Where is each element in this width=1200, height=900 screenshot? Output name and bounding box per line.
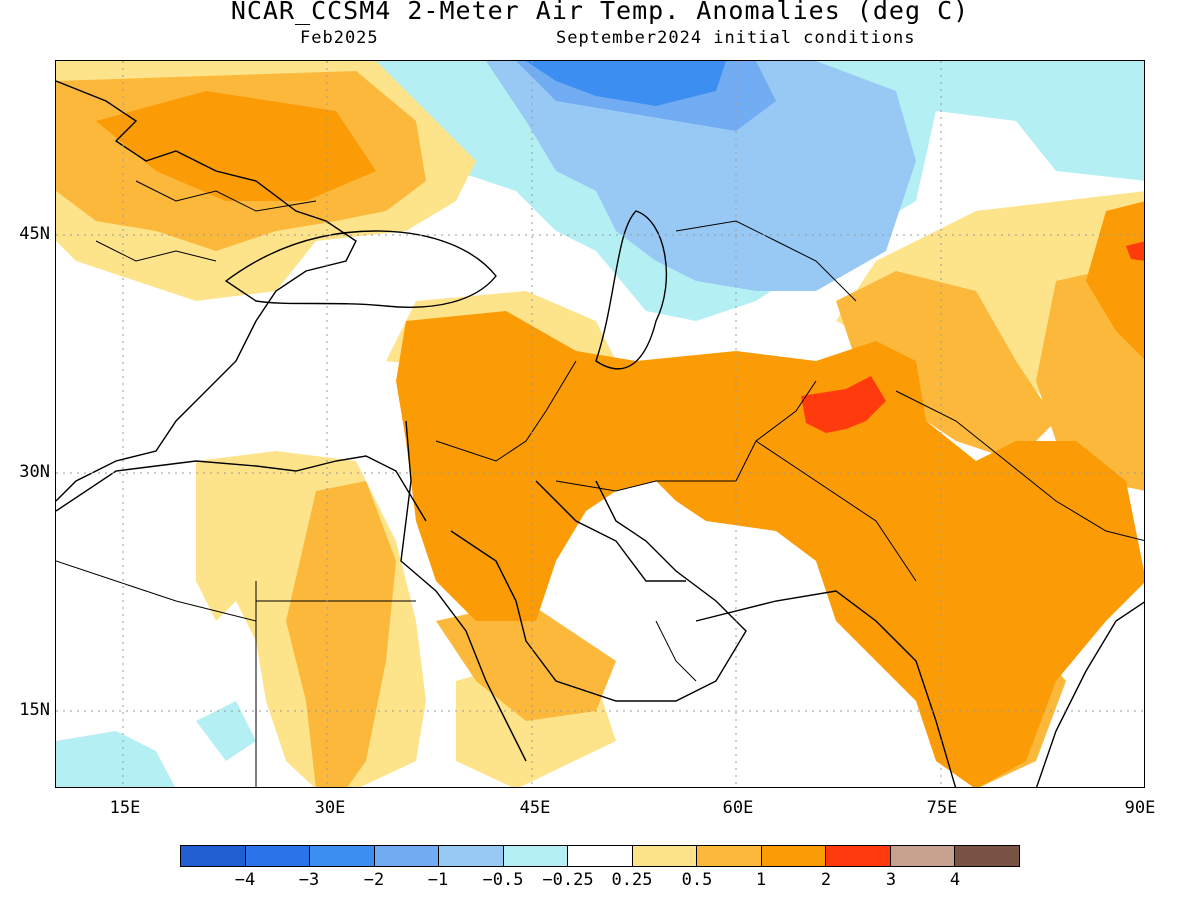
legend-swatch [503,846,569,866]
legend-label: 0.5 [681,870,713,890]
legend-swatch [826,846,891,866]
legend-swatch [568,846,633,866]
coastlines [56,80,1144,787]
legend-label: −4 [234,870,256,890]
lon-label-60e: 60E [722,798,754,818]
legend-label: −0.25 [542,870,594,890]
lat-label-15n: 15N [19,700,50,720]
legend-label: 3 [885,870,897,890]
legend-label: 4 [949,870,961,890]
lon-label-45e: 45E [519,798,551,818]
legend-label: 1 [755,870,767,890]
legend-swatch [632,846,698,866]
lat-label-30n: 30N [19,462,50,482]
legend-swatch [697,846,762,866]
map-svg [56,61,1144,787]
legend-swatch [890,846,956,866]
color-legend [180,845,1020,867]
legend-label: 2 [820,870,832,890]
anomaly-fill-red [801,241,1144,433]
country-borders [56,180,1144,787]
legend-swatch [310,846,375,866]
legend-label: −3 [298,870,320,890]
forecast-month: Feb2025 [300,28,379,48]
legend-swatch [374,846,440,866]
anomaly-map [55,60,1145,788]
legend-swatch [245,846,311,866]
legend-swatch [955,846,1019,866]
lon-label-90e: 90E [1124,798,1156,818]
anomaly-fill-strong-blue [526,61,726,106]
legend-label: 0.25 [611,870,653,890]
legend-label: −2 [363,870,385,890]
legend-swatch [761,846,827,866]
lon-label-75e: 75E [926,798,958,818]
legend-swatch [439,846,504,866]
legend-swatch [181,846,246,866]
legend-label: −1 [427,870,449,890]
anomaly-fill-orange [96,91,1144,787]
legend-label: −0.5 [482,870,524,890]
anomaly-fill-blue [486,61,916,291]
lon-label-30e: 30E [314,798,346,818]
gridlines [56,61,1144,787]
lon-label-15e: 15E [109,798,141,818]
map-title: NCAR_CCSM4 2-Meter Air Temp. Anomalies (… [230,0,970,25]
initial-conditions: September2024 initial conditions [556,28,916,48]
lat-label-45n: 45N [19,224,50,244]
